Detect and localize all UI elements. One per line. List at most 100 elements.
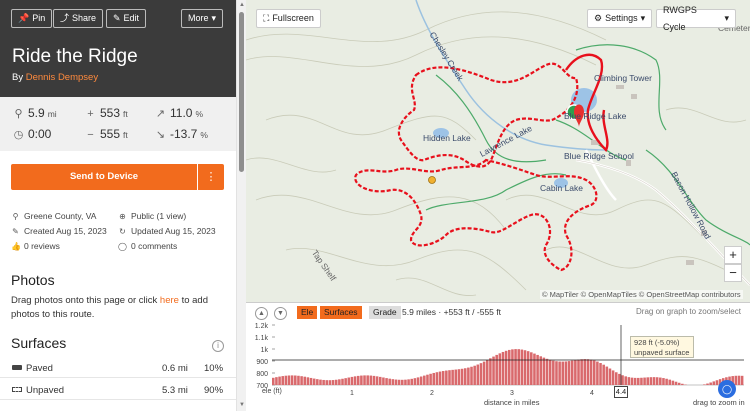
elevation-bar [523, 350, 527, 385]
elevation-bar [618, 373, 621, 385]
elevation-bar [659, 377, 662, 385]
elevation-bar [533, 353, 536, 385]
zoom-in-button[interactable]: + [724, 246, 742, 264]
elevation-bar [633, 377, 637, 385]
author-link[interactable]: Dennis Dempsey [25, 72, 99, 83]
elevation-summary: 5.9 miles · +553 ft / -555 ft [402, 307, 501, 317]
elevation-bar [668, 379, 672, 385]
pin-button[interactable]: 📌 Pin [11, 9, 53, 28]
route-loop-north [397, 62, 579, 168]
elevation-bar [530, 352, 533, 385]
photos-heading: Photos [11, 272, 55, 288]
elevation-bar [460, 368, 464, 385]
elevation-bar [410, 378, 413, 385]
meta-location: ⚲ Greene County, VA [11, 211, 97, 221]
scroll-up-icon[interactable]: ▲ [239, 2, 245, 8]
elevation-bar [552, 360, 555, 385]
elevation-bar [363, 375, 366, 385]
meta-comments[interactable]: ◯ 0 comments [118, 241, 177, 251]
elevation-bar [341, 378, 344, 385]
grade-up-unit: % [195, 109, 204, 119]
chevron-down-icon[interactable]: ▼ [274, 307, 287, 320]
y-tick-label: 1.1k [255, 335, 269, 342]
edit-button[interactable]: ✎ Edit [106, 9, 147, 28]
chevron-up-icon[interactable]: ▲ [255, 307, 268, 320]
route-paved-segment [565, 53, 609, 153]
clock-icon: ◷ [13, 129, 24, 141]
thumbs-up-icon: 👍 [11, 241, 21, 251]
elevation-bar [331, 380, 335, 385]
map-layer-select[interactable]: RWGPS Cycle ▾ [656, 5, 736, 32]
comment-icon: ◯ [118, 241, 127, 251]
buildings [591, 85, 707, 265]
elevation-bar [737, 375, 741, 385]
elevation-bar [316, 379, 319, 385]
elevation-bar [734, 375, 738, 385]
more-button[interactable]: More ▾ [181, 9, 224, 28]
scroll-thumb[interactable] [239, 12, 244, 172]
surface-name: Unpaved [26, 385, 65, 396]
photos-upload-link[interactable]: here [159, 295, 179, 306]
elevation-bar [451, 369, 454, 385]
chat-button[interactable]: ◯ [718, 380, 736, 398]
meta-visibility: ⊕ Public (1 view) [118, 211, 186, 221]
route-map[interactable]: Chesley Creek Climbing Tower Blue Ridge … [246, 0, 750, 302]
elevation-hint: Drag on graph to zoom/select [636, 307, 741, 316]
chevron-down-icon: ▾ [724, 13, 729, 23]
elevation-bar [473, 365, 476, 385]
location-pin-icon: ⚲ [12, 211, 19, 221]
elevation-bar [401, 379, 404, 385]
tab-grade[interactable]: Grade [369, 306, 401, 319]
elevation-bar [548, 359, 552, 385]
settings-button[interactable]: ⚙ Settings ▾ [587, 9, 653, 28]
elevation-bar [470, 366, 473, 385]
surface-row: Unpaved 5.3 mi 90% [0, 380, 236, 400]
zoom-out-button[interactable]: − [724, 264, 742, 282]
elevation-bar [542, 357, 546, 385]
elevation-bar [495, 354, 498, 385]
elevation-bar [303, 376, 307, 385]
elevation-bar [589, 359, 593, 385]
elevation-bar [306, 377, 310, 385]
stat-elev-loss: − 555 ft [84, 127, 127, 141]
elevation-bar [369, 375, 373, 385]
tab-ele[interactable]: Ele [297, 306, 318, 319]
elevation-bar [429, 373, 432, 385]
tooltip-elevation: 928 ft (-5.0%) [634, 338, 680, 347]
meta-reviews[interactable]: 👍 0 reviews [11, 241, 60, 251]
info-icon[interactable]: i [212, 340, 224, 352]
share-button[interactable]: ⤴ Share [53, 9, 104, 28]
route-stats: ⚲ 5.9 mi + 553 ft ↗ 11.0 % ◷ 0:00 − 555 [0, 97, 236, 151]
route-byline: By Dennis Dempsey [12, 72, 98, 83]
elevation-bar [608, 368, 612, 385]
creek-path [415, 0, 607, 151]
elevation-bar [640, 377, 643, 385]
elevation-bar [599, 363, 602, 385]
tab-surfaces[interactable]: Surfaces [320, 306, 362, 319]
elevation-bar [574, 360, 577, 385]
y-axis: 1.2k 1.1k 1k 900 800 700 [255, 323, 275, 390]
elevation-bar [681, 383, 684, 385]
send-options-button[interactable]: ⋮ [198, 164, 224, 190]
elevation-bar [485, 359, 489, 385]
send-to-device-button[interactable]: Send to Device [11, 164, 197, 190]
tooltip-surface: unpaved surface [634, 348, 690, 357]
elevation-bar [498, 353, 502, 385]
elevation-bar [643, 377, 646, 385]
updated-text: Updated Aug 15, 2023 [131, 226, 216, 236]
elevation-bar [674, 381, 678, 385]
sidebar-scrollbar[interactable]: ▲ ▼ [236, 0, 246, 411]
elevation-bar [621, 375, 624, 385]
elevation-bar [312, 378, 316, 385]
elevation-bar [489, 358, 492, 385]
visibility-text: Public (1 view) [131, 211, 187, 221]
fullscreen-button[interactable]: ⛶ Fullscreen [256, 9, 321, 28]
surface-percent: 10% [204, 363, 224, 374]
photos-description: Drag photos onto this page or click here… [11, 294, 226, 322]
unpaved-swatch-icon [12, 387, 22, 392]
scroll-down-icon[interactable]: ▼ [239, 402, 245, 408]
elevation-bar [325, 380, 329, 385]
elevation-bar [284, 375, 288, 385]
elevation-bar [297, 375, 300, 385]
y-tick-label: 800 [256, 371, 268, 378]
